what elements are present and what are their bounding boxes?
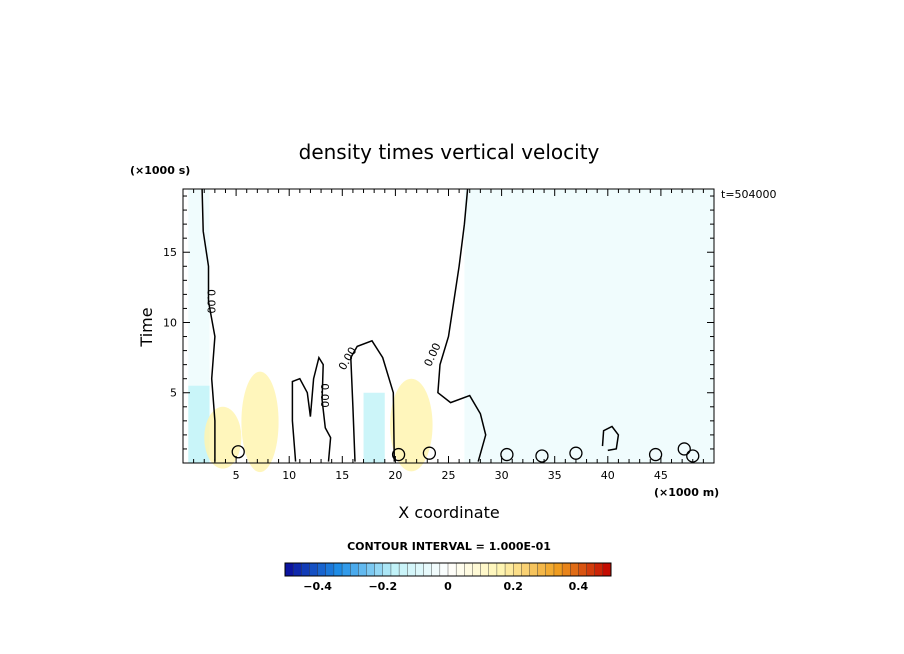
y-tick-labels: 5 10 15 (163, 246, 177, 400)
contour-blob-1 (391, 447, 406, 462)
colorbar-cell-12 (382, 562, 392, 577)
colorbar-frame (284, 562, 612, 577)
x-tick-label-1: 10 (282, 469, 296, 482)
colorbar-cell-27 (504, 562, 514, 577)
colorbar-cell-14 (398, 562, 408, 577)
colorbar-cell-17 (423, 562, 433, 577)
shaded-field-layer (188, 189, 714, 473)
axis-ticks-layer (183, 189, 714, 463)
colorbar-cell-8 (350, 562, 359, 577)
y-tick-label-1: 10 (163, 316, 177, 329)
x-tick-label-4: 25 (442, 469, 456, 482)
colorbar-cell-23 (472, 562, 482, 577)
x-axis-label: X coordinate (398, 503, 499, 522)
positive-region-2 (390, 378, 433, 472)
colorbar-cell-29 (521, 562, 530, 577)
zero-contour-2 (350, 339, 396, 462)
y-tick-label-0: 5 (170, 387, 177, 400)
colorbar-cell-28 (513, 562, 522, 577)
colorbar-cell-16 (415, 562, 425, 577)
contour-blob-4 (535, 449, 549, 463)
colorbar-cell-32 (545, 562, 555, 577)
time-stamp: t=504000 (721, 188, 777, 201)
colorbar-cell-7 (341, 562, 351, 577)
y-tick-label-2: 15 (163, 246, 177, 259)
colorbar-cell-10 (366, 562, 376, 577)
contour-blob-7 (677, 442, 691, 456)
colorbar-cell-4 (317, 562, 327, 577)
colorbar-label-3: 0.2 (503, 580, 523, 593)
colorbar-cell-25 (488, 562, 498, 577)
colorbar-cell-1 (292, 562, 302, 577)
colorbar-cell-31 (537, 562, 547, 577)
colorbar-cell-39 (602, 562, 612, 577)
negative-region-3 (363, 392, 385, 463)
colorbar-cell-20 (447, 562, 457, 577)
positive-region-1 (241, 371, 279, 473)
colorbar-cell-18 (431, 562, 441, 577)
x-tick-label-6: 35 (548, 469, 562, 482)
colorbar-cell-13 (390, 562, 400, 577)
colorbar-cell-38 (594, 562, 604, 577)
colorbar-cell-33 (553, 562, 563, 577)
y-axis-label: Time (137, 307, 156, 347)
x-tick-label-8: 45 (654, 469, 668, 482)
colorbar-cell-6 (333, 562, 343, 577)
contour-blob-6 (648, 447, 663, 462)
zero-contour-1 (437, 188, 487, 462)
colorbar-cell-22 (464, 562, 473, 577)
colorbar-label-2: 0 (444, 580, 452, 593)
colorbar-cell-15 (407, 562, 416, 577)
x-tick-labels: 5 10 15 20 25 30 35 40 45 (233, 469, 668, 482)
colorbar-label-4: 0.4 (569, 580, 589, 593)
zero-contour-3 (291, 355, 332, 462)
contour-blob-3 (500, 447, 514, 462)
contour-interval-text: CONTOUR INTERVAL = 1.000E-01 (347, 540, 551, 553)
colorbar-cell-5 (325, 562, 335, 577)
colorbar-cell-3 (309, 562, 319, 577)
chart-title: density times vertical velocity (299, 140, 600, 164)
x-unit-label: (×1000 m) (654, 486, 719, 499)
colorbar-cell-34 (561, 562, 571, 577)
colorbar-cell-11 (374, 562, 384, 577)
contour-label-1: 0.00 (318, 383, 331, 408)
colorbar-cell-37 (586, 562, 596, 577)
colorbar-cell-21 (455, 562, 465, 577)
colorbar-cell-30 (529, 562, 539, 577)
colorbar (284, 562, 612, 577)
colorbar-cell-35 (570, 562, 579, 577)
zero-contour-4 (601, 425, 620, 452)
plot-frame (182, 188, 715, 464)
x-tick-label-2: 15 (335, 469, 349, 482)
colorbar-cell-36 (578, 562, 588, 577)
colorbar-cell-24 (480, 562, 490, 577)
x-tick-label-7: 40 (601, 469, 615, 482)
contour-blob-2 (422, 446, 437, 460)
x-tick-label-5: 30 (495, 469, 509, 482)
colorbar-tick-labels: −0.4 −0.2 0 0.2 0.4 (303, 580, 588, 593)
colorbar-label-1: −0.2 (368, 580, 397, 593)
colorbar-cell-19 (439, 562, 449, 577)
negative-region-2 (188, 385, 210, 463)
x-tick-label-3: 20 (388, 469, 402, 482)
contour-label-0: 0.00 (204, 289, 217, 314)
negative-region-0 (464, 189, 714, 463)
colorbar-label-0: −0.4 (303, 580, 332, 593)
colorbar-cell-9 (358, 562, 368, 577)
zero-contour-0 (201, 188, 216, 462)
y-unit-label: (×1000 s) (130, 164, 190, 177)
contour-blob-0 (231, 445, 245, 459)
x-tick-label-0: 5 (233, 469, 240, 482)
colorbar-cell-26 (496, 562, 506, 577)
colorbar-cell-2 (301, 562, 310, 577)
zero-contour-layer (201, 188, 700, 463)
colorbar-cell-0 (284, 562, 294, 577)
